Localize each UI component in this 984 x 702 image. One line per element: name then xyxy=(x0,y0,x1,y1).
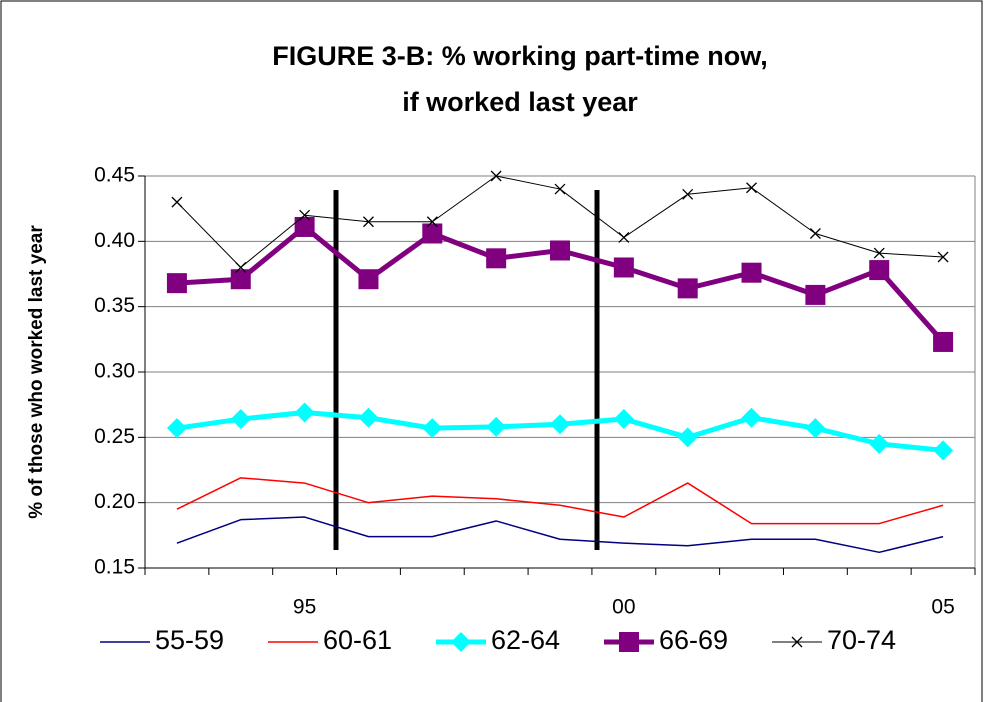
diamond-marker xyxy=(230,409,251,430)
diamond-marker xyxy=(805,418,826,439)
diamond-marker xyxy=(451,632,471,652)
x-tick-label: 00 xyxy=(612,596,635,619)
diamond-marker xyxy=(486,416,507,437)
x-marker xyxy=(873,247,885,259)
square-marker xyxy=(422,223,443,244)
x-marker xyxy=(618,231,630,243)
x-marker xyxy=(171,196,183,208)
series xyxy=(166,402,954,461)
diamond-marker xyxy=(166,418,187,439)
legend-label: 70-74 xyxy=(827,625,896,655)
square-marker xyxy=(933,331,954,352)
x-marker xyxy=(791,636,803,648)
y-tick-label: 0.25 xyxy=(94,425,135,448)
square-marker xyxy=(805,284,826,305)
x-marker xyxy=(809,228,821,239)
x-marker xyxy=(682,188,694,200)
x-marker xyxy=(363,216,374,228)
y-tick-label: 0.40 xyxy=(94,229,135,252)
series xyxy=(166,216,954,352)
series xyxy=(176,477,944,525)
y-tick-label: 0.30 xyxy=(94,360,135,383)
square-marker xyxy=(741,262,762,283)
square-marker xyxy=(869,260,890,281)
x-tick-label: 95 xyxy=(293,596,316,619)
x-marker xyxy=(426,216,438,228)
y-axis-label: % of those who worked last year xyxy=(26,225,47,519)
square-marker xyxy=(550,240,570,261)
diamond-marker xyxy=(294,402,315,423)
y-tick-label: 0.20 xyxy=(94,490,135,513)
square-marker xyxy=(613,257,634,278)
square-marker xyxy=(619,632,639,652)
legend-label: 62-64 xyxy=(491,625,560,655)
legend-label: 60-61 xyxy=(323,625,392,655)
x-marker xyxy=(554,183,566,195)
series xyxy=(176,516,944,554)
diamond-marker xyxy=(422,418,443,439)
square-marker xyxy=(166,273,187,294)
x-marker xyxy=(235,262,247,273)
chart-title-line: FIGURE 3-B: % working part-time now, xyxy=(272,41,768,71)
diamond-marker xyxy=(677,427,698,448)
diamond-marker xyxy=(741,407,762,428)
y-tick-label: 0.15 xyxy=(94,556,135,579)
square-marker xyxy=(358,269,379,290)
x-marker xyxy=(937,251,949,263)
diamond-marker xyxy=(550,414,570,435)
legend-label: 55-59 xyxy=(155,625,224,655)
series xyxy=(171,170,949,273)
y-tick-label: 0.35 xyxy=(94,294,135,317)
square-marker xyxy=(677,278,698,299)
square-marker xyxy=(294,216,315,237)
y-tick-label: 0.45 xyxy=(94,164,135,187)
x-marker xyxy=(299,209,311,221)
series-line xyxy=(176,516,944,554)
diamond-marker xyxy=(358,407,379,428)
x-tick-label: 05 xyxy=(931,596,954,619)
x-marker xyxy=(746,182,757,194)
x-marker xyxy=(490,170,502,182)
legend-label: 66-69 xyxy=(659,625,728,655)
series-line xyxy=(176,477,944,525)
diamond-marker xyxy=(613,409,634,430)
diamond-marker xyxy=(869,433,890,454)
diamond-marker xyxy=(933,440,954,461)
square-marker xyxy=(230,269,251,290)
chart-title-line: if worked last year xyxy=(402,87,638,117)
square-marker xyxy=(486,248,507,269)
